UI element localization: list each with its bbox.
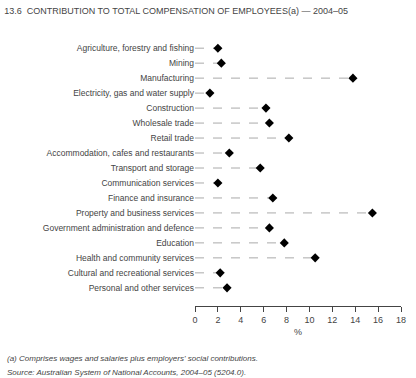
svg-text:%: % [294, 327, 302, 337]
svg-text:14: 14 [350, 315, 360, 325]
svg-text:Manufacturing: Manufacturing [140, 73, 194, 83]
svg-text:Source: Australian System of N: Source: Australian System of National Ac… [7, 368, 246, 377]
svg-text:Finance and insurance: Finance and insurance [108, 193, 194, 203]
svg-text:Property and business services: Property and business services [76, 208, 194, 218]
svg-text:Retail trade: Retail trade [151, 133, 195, 143]
svg-text:16: 16 [373, 315, 383, 325]
svg-text:Electricity, gas and water sup: Electricity, gas and water supply [73, 88, 195, 98]
svg-text:18: 18 [396, 315, 406, 325]
svg-text:Agriculture, forestry and fish: Agriculture, forestry and fishing [77, 43, 194, 53]
svg-text:6: 6 [261, 315, 266, 325]
svg-text:13.6 CONTRIBUTION TO TOTAL CO: 13.6 CONTRIBUTION TO TOTAL COMPENSATION … [4, 6, 348, 16]
svg-text:Health and community services: Health and community services [76, 253, 194, 263]
svg-text:12: 12 [327, 315, 337, 325]
svg-text:Cultural and recreational serv: Cultural and recreational services [68, 268, 194, 278]
svg-text:10: 10 [304, 315, 314, 325]
svg-text:Transport and storage: Transport and storage [111, 163, 195, 173]
svg-text:4: 4 [238, 315, 243, 325]
svg-text:Personal and other services: Personal and other services [89, 283, 194, 293]
svg-text:0: 0 [192, 315, 197, 325]
svg-text:2: 2 [215, 315, 220, 325]
svg-text:Mining: Mining [169, 58, 194, 68]
svg-text:(a) Comprises wages and salari: (a) Comprises wages and salaries plus em… [7, 354, 258, 363]
svg-text:Wholesale trade: Wholesale trade [133, 118, 195, 128]
svg-text:Education: Education [156, 238, 194, 248]
svg-text:Government administration and: Government administration and defence [43, 223, 194, 233]
svg-text:Communication services: Communication services [101, 178, 194, 188]
svg-text:Accommodation, cafes and resta: Accommodation, cafes and restaurants [47, 148, 194, 158]
svg-text:8: 8 [284, 315, 289, 325]
svg-text:Construction: Construction [146, 103, 194, 113]
